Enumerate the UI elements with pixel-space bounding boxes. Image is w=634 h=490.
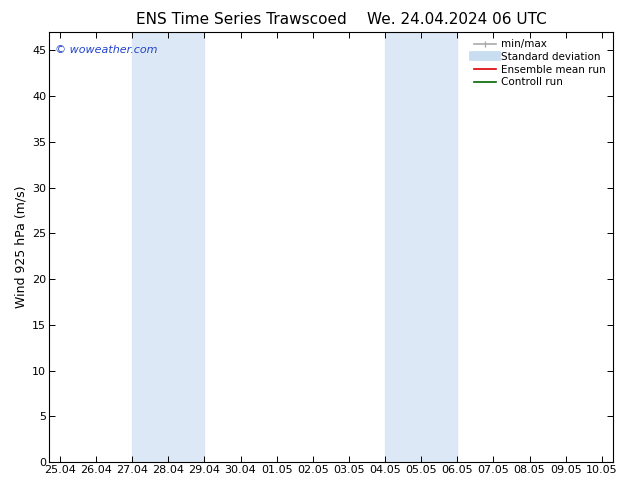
Bar bbox=[385, 32, 457, 462]
Y-axis label: Wind 925 hPa (m/s): Wind 925 hPa (m/s) bbox=[15, 186, 28, 308]
Bar bbox=[132, 32, 204, 462]
Text: We. 24.04.2024 06 UTC: We. 24.04.2024 06 UTC bbox=[366, 12, 547, 27]
Legend: min/max, Standard deviation, Ensemble mean run, Controll run: min/max, Standard deviation, Ensemble me… bbox=[472, 37, 607, 89]
Text: ENS Time Series Trawscoed: ENS Time Series Trawscoed bbox=[136, 12, 346, 27]
Text: © woweather.com: © woweather.com bbox=[55, 45, 157, 55]
